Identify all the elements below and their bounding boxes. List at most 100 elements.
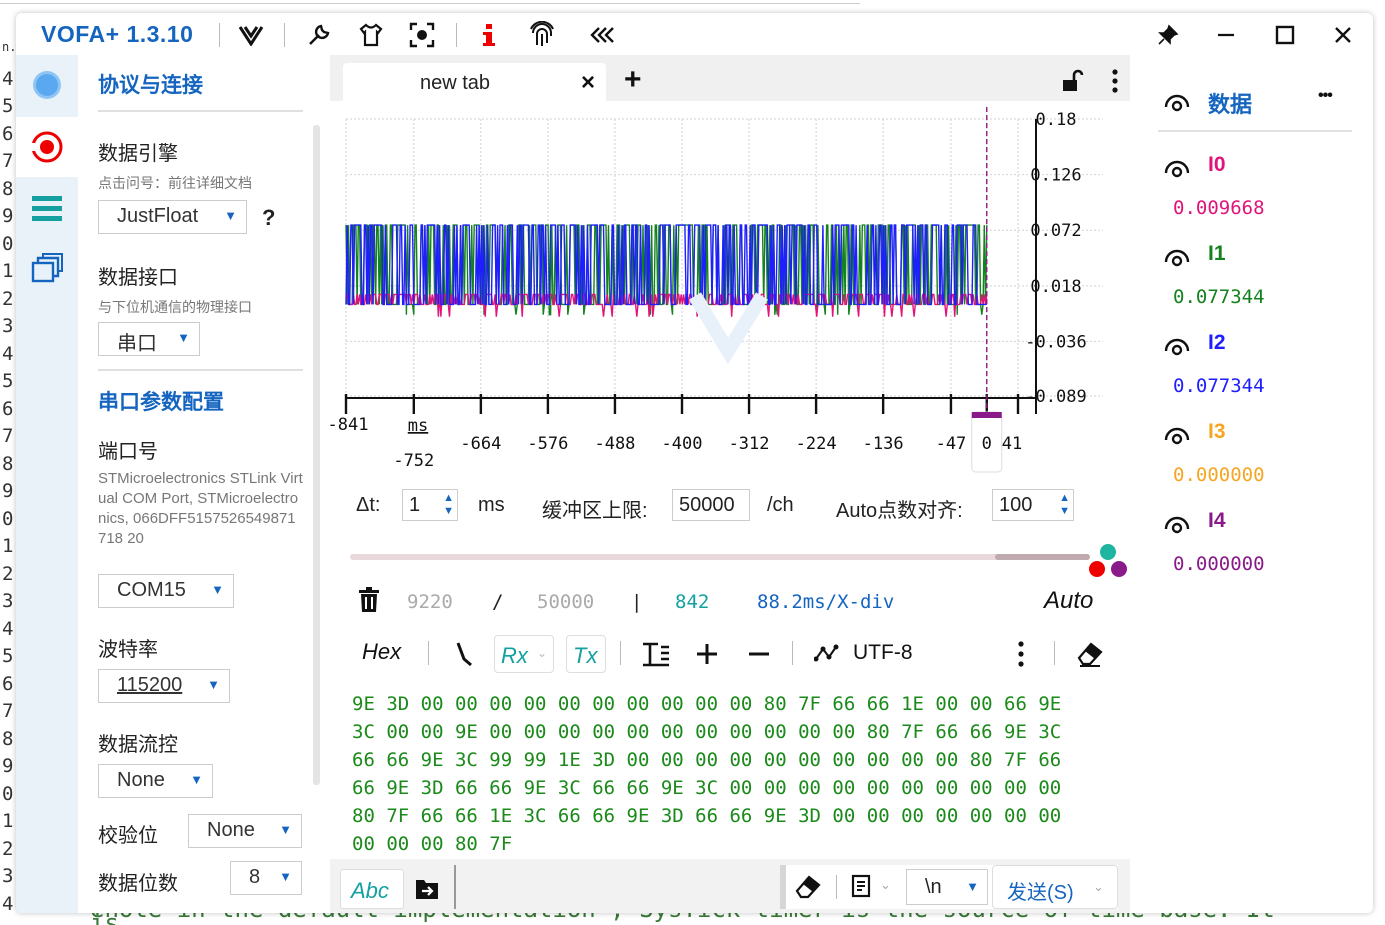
- dt-input[interactable]: 1 ▲ ▼: [402, 489, 458, 521]
- cursor-handle[interactable]: [971, 412, 1002, 418]
- flow-dropdown[interactable]: None ▼: [98, 764, 213, 798]
- clear-send-icon[interactable]: [794, 873, 822, 906]
- engine-dropdown[interactable]: JustFloat ▼: [98, 200, 247, 234]
- hex-receive-area[interactable]: 9E 3D 00 00 00 00 00 00 00 00 00 00 80 7…: [330, 681, 1130, 859]
- port-dropdown[interactable]: COM15 ▼: [98, 574, 234, 608]
- eye-icon[interactable]: [1164, 246, 1190, 268]
- time-slider-row: [330, 539, 1130, 579]
- minimize-icon[interactable]: [1211, 20, 1241, 50]
- eye-icon[interactable]: [1164, 513, 1190, 535]
- auto-mode-button[interactable]: Auto: [1044, 587, 1094, 614]
- shirt-icon[interactable]: [356, 20, 386, 50]
- maximize-icon[interactable]: [1270, 20, 1300, 50]
- abc-toggle[interactable]: Abc: [340, 869, 404, 909]
- newline-dropdown[interactable]: \n ▼: [906, 869, 988, 905]
- status-row: 9220 / 50000 | 842 88.2ms/X-div Auto: [330, 579, 1130, 629]
- time-slider-handle[interactable]: [995, 554, 1091, 560]
- menu-list-icon[interactable]: [29, 191, 65, 227]
- x-tick-label: -488: [594, 434, 635, 454]
- interface-dropdown[interactable]: 串口 ▼: [98, 322, 200, 356]
- chart-svg[interactable]: 0.18 0.126 0.072 0.018 -0.036 -0.089 -841 ms -75…: [328, 101, 1130, 479]
- timestamp-icon[interactable]: [454, 641, 474, 672]
- channel-name[interactable]: I4: [1208, 509, 1226, 532]
- background-line-number: 8: [2, 177, 14, 200]
- channel-name[interactable]: I1: [1208, 242, 1226, 265]
- record-icon[interactable]: [29, 129, 65, 165]
- chevron-down-icon[interactable]: ⌄: [880, 877, 891, 892]
- rx-toggle[interactable]: Rx ⌄: [494, 635, 554, 673]
- spin-arrows-icon[interactable]: ▲ ▼: [443, 492, 454, 517]
- tx-toggle[interactable]: Tx: [566, 635, 606, 673]
- encoding-label[interactable]: UTF-8: [853, 641, 913, 664]
- y-tick-label: 0.18: [1036, 110, 1077, 130]
- auto-align-input[interactable]: 100 ▲ ▼: [992, 489, 1074, 521]
- tab-new-tab[interactable]: new tab ×: [343, 63, 606, 101]
- connection-status-icon[interactable]: [29, 67, 65, 103]
- time-slider-track[interactable]: [350, 554, 1091, 560]
- databits-dropdown[interactable]: 8 ▼: [230, 861, 302, 895]
- eraser-icon[interactable]: [1076, 640, 1104, 673]
- send-button[interactable]: 发送(S) ⌄: [992, 865, 1118, 909]
- fingerprint-icon[interactable]: [527, 20, 557, 50]
- baud-label: 波特率: [98, 639, 158, 661]
- eye-icon[interactable]: [1164, 335, 1190, 357]
- x-tick-label: -664: [460, 434, 501, 454]
- baud-dropdown[interactable]: 115200 ▼: [98, 669, 230, 703]
- background-line-number: 0: [2, 782, 14, 805]
- color-dots-icon[interactable]: [1088, 542, 1128, 583]
- time-per-div: 88.2ms/X-div: [757, 591, 895, 613]
- sample-limit: 50000: [537, 591, 595, 613]
- parity-dropdown[interactable]: None ▼: [188, 814, 302, 848]
- encoding-icon[interactable]: [813, 643, 840, 670]
- x-tick-label: -47: [936, 434, 967, 454]
- collapse-icon[interactable]: [588, 20, 618, 50]
- eye-icon[interactable]: [1164, 424, 1190, 446]
- hex-line: 00 00 00 80 7F: [352, 833, 513, 855]
- unlock-icon[interactable]: [1060, 69, 1084, 98]
- close-icon[interactable]: [1328, 20, 1358, 50]
- wrench-icon[interactable]: [304, 20, 334, 50]
- windows-icon[interactable]: [29, 251, 65, 287]
- hex-toggle[interactable]: Hex: [362, 639, 402, 664]
- add-tab-button[interactable]: +: [624, 63, 642, 96]
- background-line-number: 1: [2, 535, 14, 557]
- channel-value: 0.000000: [1173, 553, 1265, 575]
- eye-icon[interactable]: [1164, 157, 1190, 179]
- send-file-icon[interactable]: [414, 875, 440, 906]
- pin-icon[interactable]: [1153, 20, 1183, 50]
- background-line-number: 4: [2, 617, 14, 640]
- tab-label: new tab: [420, 72, 491, 94]
- rx-more-icon[interactable]: [1018, 641, 1024, 672]
- tab-close-icon[interactable]: ×: [581, 69, 596, 96]
- channel-name[interactable]: I3: [1208, 420, 1226, 443]
- zoom-in-icon[interactable]: [696, 643, 718, 670]
- info-icon[interactable]: [474, 20, 504, 50]
- background-line-number: n.: [2, 40, 17, 54]
- data-panel-more-icon[interactable]: •••: [1318, 87, 1333, 104]
- background-line-number: 5: [2, 370, 14, 392]
- trash-icon[interactable]: [358, 587, 380, 618]
- flow-label: 数据流控: [98, 734, 178, 756]
- left-icon-bar: [16, 55, 78, 913]
- send-input-resize[interactable]: [780, 865, 786, 909]
- history-icon[interactable]: [850, 874, 874, 905]
- tab-more-icon[interactable]: [1112, 69, 1118, 98]
- chevron-down-icon: ▼: [279, 869, 292, 884]
- settings-scrollbar[interactable]: [313, 125, 320, 785]
- waveform-chart[interactable]: 0.18 0.126 0.072 0.018 -0.036 -0.089 -841 ms -75…: [328, 101, 1130, 479]
- engine-help-button[interactable]: ?: [262, 205, 276, 230]
- spin-arrows-icon[interactable]: ▲ ▼: [1059, 492, 1070, 517]
- hex-line: 66 9E 3D 66 66 9E 3C 66 66 9E 3C 00 00 0…: [352, 777, 1062, 799]
- background-line-number: 7: [2, 700, 14, 722]
- capture-icon[interactable]: [407, 20, 437, 50]
- buffer-input[interactable]: 50000: [672, 489, 750, 521]
- eye-icon[interactable]: [1164, 91, 1190, 113]
- engine-value: JustFloat: [117, 205, 199, 227]
- vofa-logo-icon[interactable]: [236, 20, 266, 50]
- text-format-icon[interactable]: [642, 641, 670, 672]
- zoom-out-icon[interactable]: [748, 643, 770, 670]
- send-input[interactable]: [454, 865, 780, 909]
- channel-name[interactable]: I0: [1208, 153, 1226, 176]
- interface-value: 串口: [117, 333, 157, 355]
- channel-name[interactable]: I2: [1208, 331, 1226, 354]
